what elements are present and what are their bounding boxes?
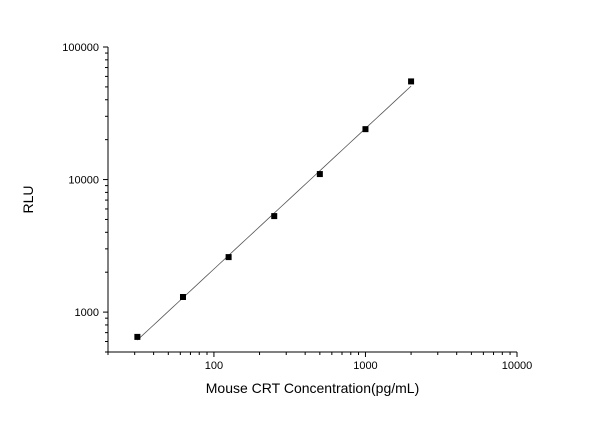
x-axis-title: Mouse CRT Concentration(pg/mL) [206,380,419,396]
x-tick-label: 1000 [353,360,377,372]
y-axis-ticks: 1000 10000 100000 [62,42,108,353]
data-point [362,126,369,133]
data-point [179,293,186,300]
y-tick-label: 1000 [75,307,99,319]
data-point [408,78,415,85]
data-point [134,333,141,340]
data-points [134,78,415,340]
y-tick-label: 10000 [68,175,99,187]
x-axis-ticks: 100 1000 10000 [107,352,533,372]
x-tick-label: 100 [205,360,223,372]
data-point [225,254,232,261]
data-point [271,213,278,220]
plot-frame [107,47,517,353]
data-point [316,171,323,178]
x-tick-label: 10000 [502,360,533,372]
y-tick-label: 100000 [62,42,99,54]
y-axis-title: RLU [20,185,36,213]
